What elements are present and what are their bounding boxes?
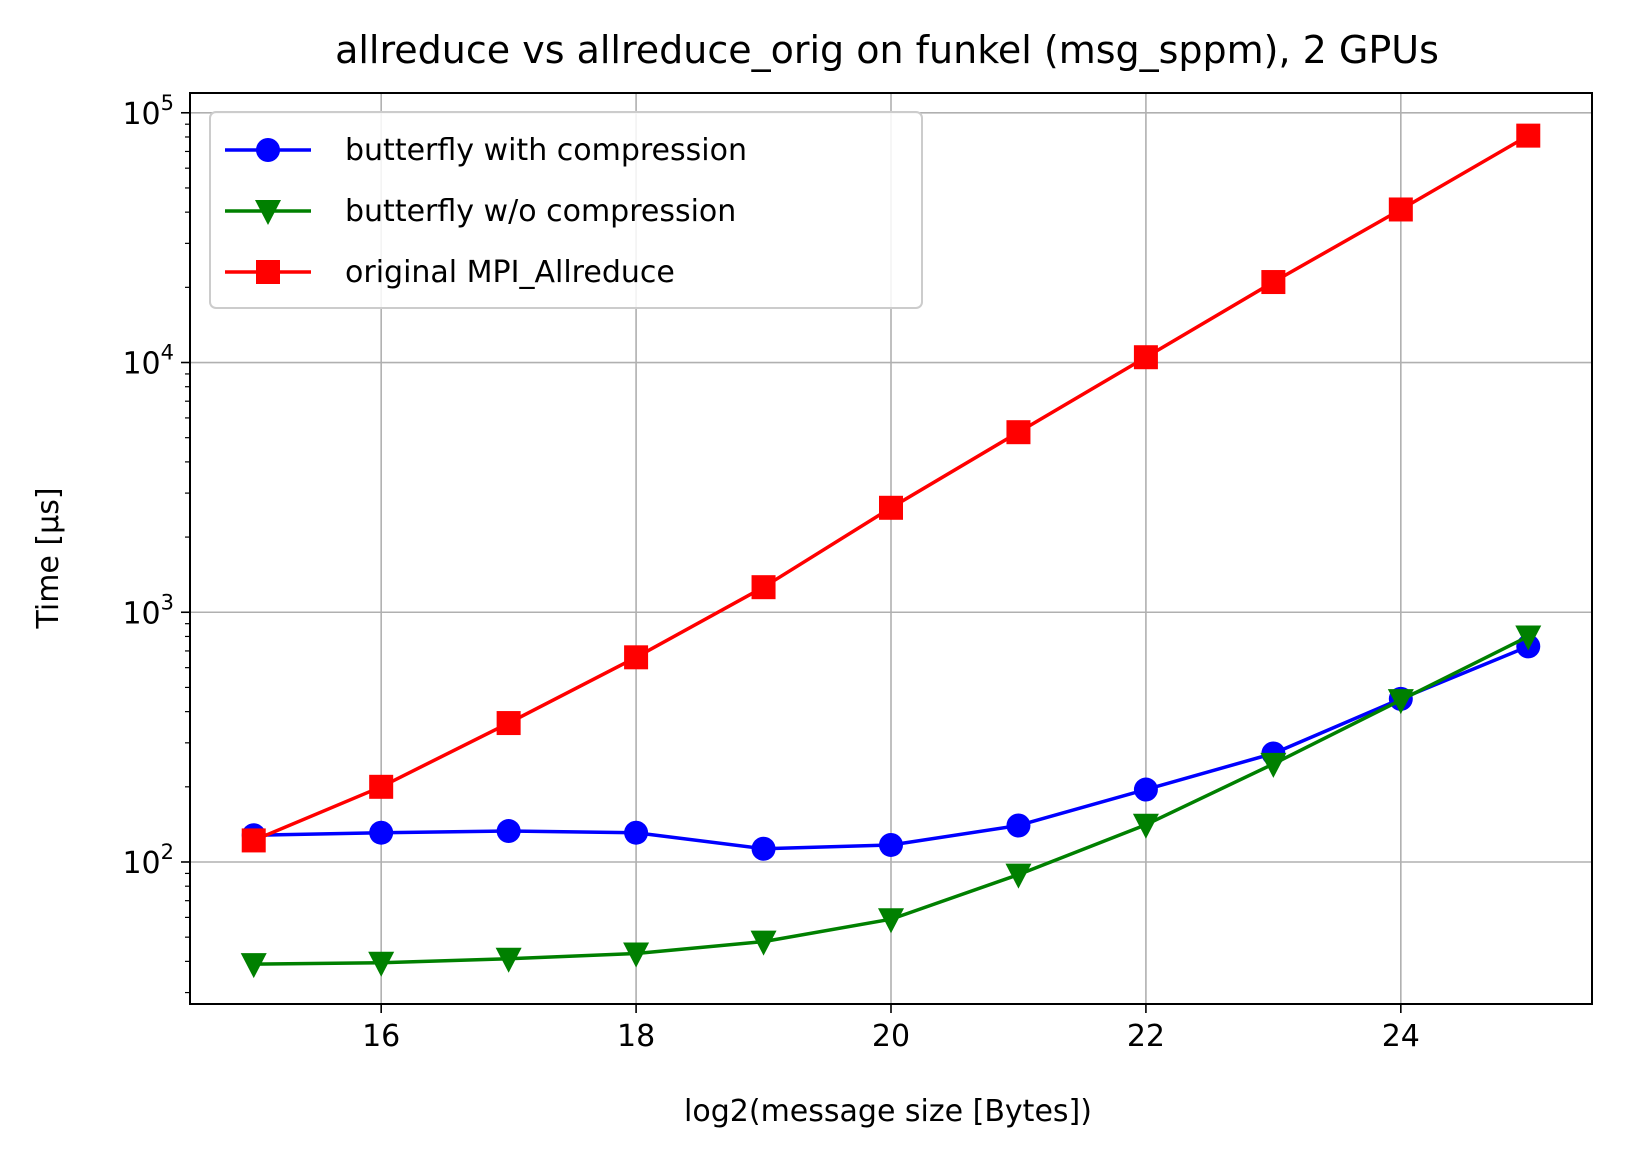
y-tick-base: 10	[122, 846, 160, 881]
legend-label: butterfly with compression	[345, 133, 747, 168]
data-point	[879, 832, 903, 857]
data-point	[1387, 689, 1414, 715]
data-point	[496, 819, 521, 844]
legend-item: butterfly w/o compression	[225, 194, 736, 229]
chart-title: allreduce vs allreduce_orig on funkel (m…	[335, 28, 1439, 72]
x-tick-label: 18	[617, 1019, 655, 1054]
data-point	[623, 942, 650, 968]
data-point	[1388, 197, 1413, 222]
y-tick-exponent: 2	[161, 840, 174, 864]
data-point	[1133, 345, 1158, 370]
series-2	[240, 625, 1542, 979]
data-point	[1516, 123, 1541, 148]
legend-label: original MPI_Allreduce	[345, 255, 675, 290]
data-point	[879, 495, 903, 520]
legend-label: butterfly w/o compression	[345, 194, 736, 229]
y-tick-label: 105	[122, 91, 174, 132]
legend-item: butterfly with compression	[225, 133, 747, 168]
data-point	[241, 828, 266, 853]
legend-swatch-marker	[256, 260, 280, 284]
y-tick-exponent: 5	[161, 91, 174, 115]
data-point	[1006, 813, 1031, 838]
data-point	[1133, 777, 1158, 802]
y-tick-exponent: 4	[161, 341, 174, 365]
data-point	[878, 908, 904, 934]
data-point	[1260, 752, 1287, 778]
y-tick-exponent: 3	[161, 590, 174, 614]
data-point	[751, 575, 776, 600]
data-point	[750, 930, 777, 956]
data-point	[1132, 813, 1159, 839]
x-tick-label: 16	[362, 1019, 400, 1054]
legend: butterfly with compression butterfly w/o …	[209, 111, 923, 309]
y-tick-label: 102	[122, 840, 174, 881]
data-point	[1261, 270, 1286, 295]
y-axis-label: Time [µs]	[31, 487, 66, 629]
data-point	[624, 820, 649, 845]
x-tick-label: 24	[1382, 1019, 1420, 1054]
y-tick-label: 103	[122, 590, 174, 631]
y-tick-label: 104	[122, 341, 174, 382]
y-tick-base: 10	[122, 596, 160, 631]
data-point	[240, 953, 267, 979]
data-point	[369, 820, 394, 845]
legend-swatch-marker	[255, 200, 281, 225]
data-point	[369, 774, 394, 799]
series-3	[241, 123, 1541, 853]
x-tick-label: 22	[1127, 1019, 1165, 1054]
y-tick-base: 10	[122, 97, 160, 132]
data-point	[1005, 863, 1032, 889]
legend-item: original MPI_Allreduce	[225, 255, 675, 290]
series-layer	[240, 123, 1542, 979]
data-point	[751, 836, 776, 861]
data-point	[496, 711, 521, 736]
data-point	[368, 951, 395, 977]
x-axis-label: log2(message size [Bytes])	[684, 1094, 1092, 1129]
data-point	[1515, 625, 1542, 651]
legend-box	[209, 111, 923, 309]
data-point	[495, 947, 522, 973]
x-tick-label: 20	[872, 1019, 910, 1054]
data-point	[624, 645, 649, 670]
legend-swatch-marker	[256, 138, 280, 162]
data-point	[1006, 420, 1031, 445]
y-tick-base: 10	[122, 347, 160, 382]
